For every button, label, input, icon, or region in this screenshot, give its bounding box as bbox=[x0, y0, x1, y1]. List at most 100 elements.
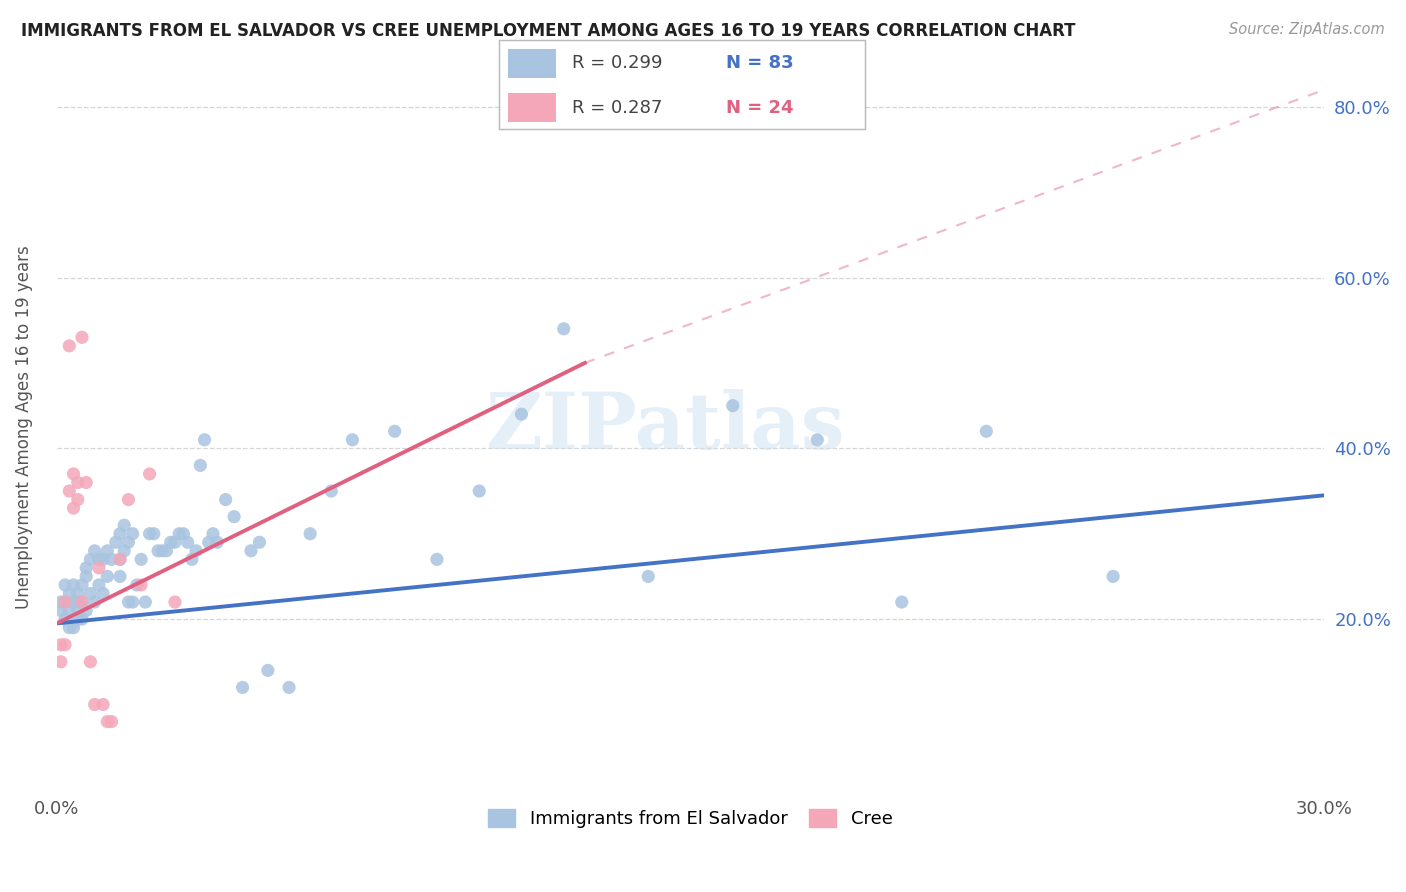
Text: R = 0.287: R = 0.287 bbox=[572, 99, 662, 117]
Point bbox=[66, 586, 89, 600]
Point bbox=[87, 552, 110, 566]
Point bbox=[806, 433, 828, 447]
Point bbox=[721, 399, 744, 413]
Point bbox=[100, 714, 122, 729]
FancyBboxPatch shape bbox=[509, 93, 555, 122]
Point bbox=[79, 552, 101, 566]
Point bbox=[66, 595, 89, 609]
Point bbox=[70, 612, 93, 626]
Point bbox=[129, 552, 152, 566]
Point bbox=[121, 526, 143, 541]
Point bbox=[197, 535, 219, 549]
Point bbox=[75, 604, 97, 618]
Point bbox=[58, 339, 80, 353]
Point bbox=[58, 586, 80, 600]
Point bbox=[890, 595, 912, 609]
Point bbox=[75, 475, 97, 490]
Point bbox=[468, 483, 491, 498]
Point bbox=[184, 543, 207, 558]
Point bbox=[49, 655, 72, 669]
Point bbox=[79, 655, 101, 669]
Point bbox=[53, 612, 76, 626]
Point bbox=[62, 621, 84, 635]
Point bbox=[249, 535, 271, 549]
Point bbox=[66, 475, 89, 490]
Point bbox=[214, 492, 236, 507]
Point bbox=[49, 595, 72, 609]
Point bbox=[134, 595, 156, 609]
Point bbox=[257, 664, 280, 678]
Point bbox=[53, 595, 76, 609]
Point bbox=[193, 433, 215, 447]
Point bbox=[163, 535, 186, 549]
Point bbox=[1102, 569, 1125, 583]
Point bbox=[201, 526, 224, 541]
Point bbox=[342, 433, 364, 447]
Point bbox=[384, 424, 406, 438]
Point bbox=[53, 638, 76, 652]
Point bbox=[66, 604, 89, 618]
Point bbox=[91, 698, 114, 712]
Point bbox=[91, 586, 114, 600]
Point bbox=[510, 407, 533, 421]
Point bbox=[108, 552, 131, 566]
Point bbox=[70, 595, 93, 609]
Point bbox=[205, 535, 228, 549]
Point bbox=[70, 330, 93, 344]
Point bbox=[553, 322, 575, 336]
Point bbox=[150, 543, 173, 558]
Point bbox=[108, 526, 131, 541]
Point bbox=[112, 543, 135, 558]
Point bbox=[637, 569, 659, 583]
Point bbox=[66, 612, 89, 626]
Point bbox=[53, 595, 76, 609]
Point bbox=[58, 621, 80, 635]
Text: N = 83: N = 83 bbox=[725, 54, 793, 72]
Point bbox=[188, 458, 211, 473]
Point bbox=[180, 552, 202, 566]
Point bbox=[96, 543, 118, 558]
Point bbox=[125, 578, 148, 592]
Point bbox=[108, 552, 131, 566]
Text: ZIPatlas: ZIPatlas bbox=[485, 389, 845, 465]
Point bbox=[299, 526, 322, 541]
Point bbox=[426, 552, 449, 566]
Point bbox=[232, 681, 254, 695]
Point bbox=[163, 595, 186, 609]
Point bbox=[104, 535, 127, 549]
Point bbox=[58, 604, 80, 618]
Point bbox=[167, 526, 190, 541]
Point bbox=[66, 492, 89, 507]
Point bbox=[53, 578, 76, 592]
Point bbox=[62, 595, 84, 609]
Point bbox=[83, 595, 105, 609]
Point bbox=[112, 518, 135, 533]
Point bbox=[138, 467, 160, 481]
Text: N = 24: N = 24 bbox=[725, 99, 793, 117]
Point bbox=[976, 424, 998, 438]
Point bbox=[87, 578, 110, 592]
Point bbox=[79, 586, 101, 600]
Text: R = 0.299: R = 0.299 bbox=[572, 54, 662, 72]
Point bbox=[224, 509, 246, 524]
Point bbox=[49, 604, 72, 618]
Point bbox=[100, 552, 122, 566]
Legend: Immigrants from El Salvador, Cree: Immigrants from El Salvador, Cree bbox=[481, 802, 900, 835]
Point bbox=[142, 526, 165, 541]
Point bbox=[172, 526, 194, 541]
Point bbox=[138, 526, 160, 541]
Point bbox=[62, 501, 84, 516]
Point bbox=[240, 543, 263, 558]
Point bbox=[96, 714, 118, 729]
Point bbox=[83, 543, 105, 558]
Point bbox=[159, 535, 181, 549]
Point bbox=[321, 483, 343, 498]
Point bbox=[108, 569, 131, 583]
Point bbox=[70, 595, 93, 609]
Point bbox=[91, 552, 114, 566]
Point bbox=[62, 467, 84, 481]
Point bbox=[70, 578, 93, 592]
Point bbox=[155, 543, 177, 558]
Point bbox=[58, 483, 80, 498]
Point bbox=[117, 535, 139, 549]
